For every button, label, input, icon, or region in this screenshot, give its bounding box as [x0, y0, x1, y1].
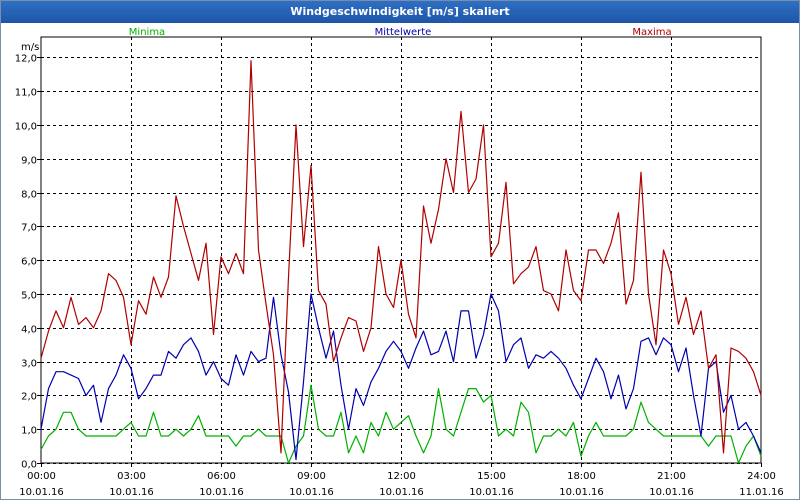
legend: Minima Mittelwerte Maxima: [129, 27, 672, 38]
series-minima: [40, 384, 762, 464]
legend-maxima: Maxima: [632, 27, 671, 38]
wind-speed-chart: m/s 0,0 1,0 2,0 3,0 4,0 5,0 6,0 7,0 8,0 9,0 10,0 11…: [15, 27, 784, 498]
y-tick-label: 11,0: [15, 88, 37, 99]
y-tick-label: 1,0: [21, 426, 37, 437]
x-tick-time-label: 09:00: [297, 471, 326, 482]
x-tick-date-label: 10.01.16: [289, 487, 334, 498]
series-mittelwerte: [40, 293, 762, 461]
window-title: Windgeschwindigkeit [m/s] skaliert: [1, 1, 799, 23]
y-tick-label: 5,0: [21, 291, 37, 302]
y-tick-label: 2,0: [21, 392, 37, 403]
x-tick-time-label: 15:00: [477, 471, 506, 482]
x-tick-date-label: 10.01.16: [649, 487, 694, 498]
x-tick-date-label: 10.01.16: [559, 487, 604, 498]
y-tick-label: 8,0: [21, 190, 37, 201]
x-tick-date-label: 10.01.16: [379, 487, 424, 498]
y-tick-label: 9,0: [21, 156, 37, 167]
x-tick-time-label: 24:00: [747, 471, 776, 482]
y-tick-label: 6,0: [21, 257, 37, 268]
grid-lines: [41, 37, 761, 464]
x-tick-date-label: 10.01.16: [199, 487, 244, 498]
x-tick-time-label: 00:00: [27, 471, 56, 482]
x-tick-time-label: 06:00: [207, 471, 236, 482]
y-tick-label: 0,0: [21, 460, 37, 471]
y-tick-label: 7,0: [21, 223, 37, 234]
x-tick-time-label: 12:00: [387, 471, 416, 482]
y-tick-label: 4,0: [21, 325, 37, 336]
x-tick-time-label: 03:00: [117, 471, 146, 482]
y-axis-label: m/s: [21, 42, 39, 53]
y-axis-ticks: 0,0 1,0 2,0 3,0 4,0 5,0 6,0 7,0 8,0 9,0 10,0 11,0 12…: [15, 54, 41, 471]
y-tick-label: 10,0: [15, 122, 37, 133]
legend-mittelwerte: Mittelwerte: [375, 27, 432, 38]
x-tick-date-label: 11.01.16: [739, 487, 784, 498]
y-tick-label: 12,0: [15, 54, 37, 65]
x-tick-time-label: 18:00: [567, 471, 596, 482]
x-tick-time-label: 21:00: [657, 471, 686, 482]
y-tick-label: 3,0: [21, 359, 37, 370]
legend-minima: Minima: [129, 27, 165, 38]
series-lines: [40, 60, 762, 464]
series-maxima: [40, 60, 762, 454]
x-tick-date-label: 10.01.16: [469, 487, 514, 498]
x-axis-ticks: 00:00 10.01.16 03:00 10.01.16 06:00 10.01.16 0…: [19, 463, 784, 498]
x-tick-date-label: 10.01.16: [19, 487, 64, 498]
x-tick-date-label: 10.01.16: [109, 487, 154, 498]
